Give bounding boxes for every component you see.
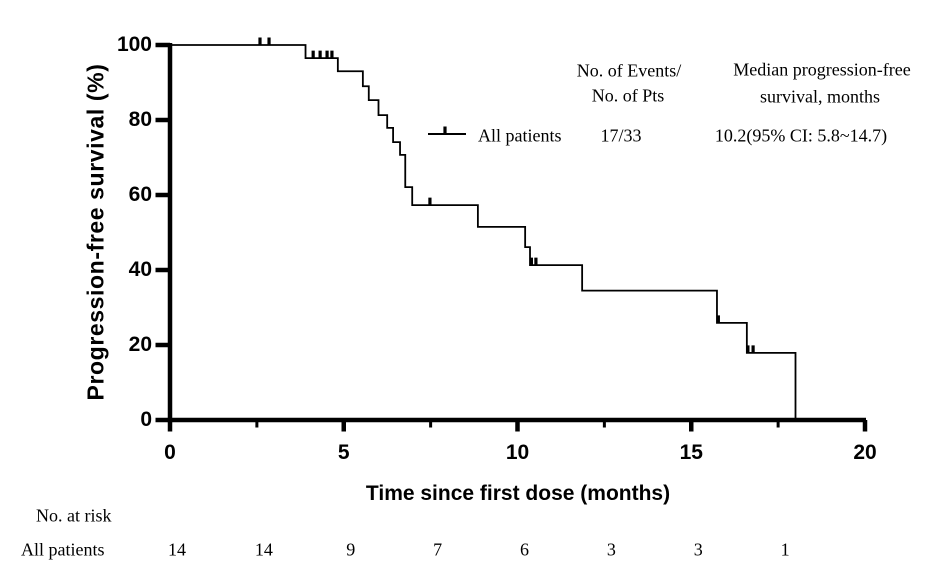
x-tick-label: 15	[679, 441, 703, 464]
risk-value: 6	[520, 539, 529, 560]
y-tick-label: 40	[128, 258, 152, 281]
median-header-line2: survival, months	[760, 86, 880, 107]
risk-value: 3	[693, 539, 703, 560]
y-tick-label: 0	[140, 408, 152, 431]
risk-row-label: All patients	[21, 539, 105, 560]
risk-value: 9	[346, 539, 356, 560]
median-pfs-value: 10.2(95% CI: 5.8~14.7)	[714, 125, 888, 146]
x-tick-label: 0	[164, 441, 176, 464]
y-tick-label: 20	[128, 333, 152, 356]
survival-curve-all-patients	[170, 44, 797, 420]
events-header-line2: No. of Pts	[591, 85, 665, 106]
risk-table-caption: No. at risk	[36, 505, 112, 526]
x-tick-label: 5	[337, 441, 350, 464]
y-tick-label: 100	[116, 33, 152, 56]
x-tick-label: 10	[505, 441, 530, 464]
risk-value: 14	[168, 539, 186, 560]
y-axis-title: Progression-free survival (%)	[82, 63, 109, 401]
risk-value: 3	[606, 539, 616, 560]
x-axis-title: Time since first dose (months)	[365, 482, 671, 505]
median-header-line1: Median progression-free	[733, 59, 911, 80]
y-tick-label: 60	[128, 183, 152, 206]
x-tick-label: 20	[853, 441, 877, 464]
events-header-line1: No. of Events/	[576, 60, 682, 81]
risk-value: 7	[433, 539, 443, 560]
y-tick-label: 80	[128, 108, 152, 131]
risk-value: 1	[780, 539, 790, 560]
events-value: 17/33	[600, 125, 642, 146]
risk-value: 14	[254, 539, 273, 560]
legend-series-label: All patients	[478, 125, 562, 146]
